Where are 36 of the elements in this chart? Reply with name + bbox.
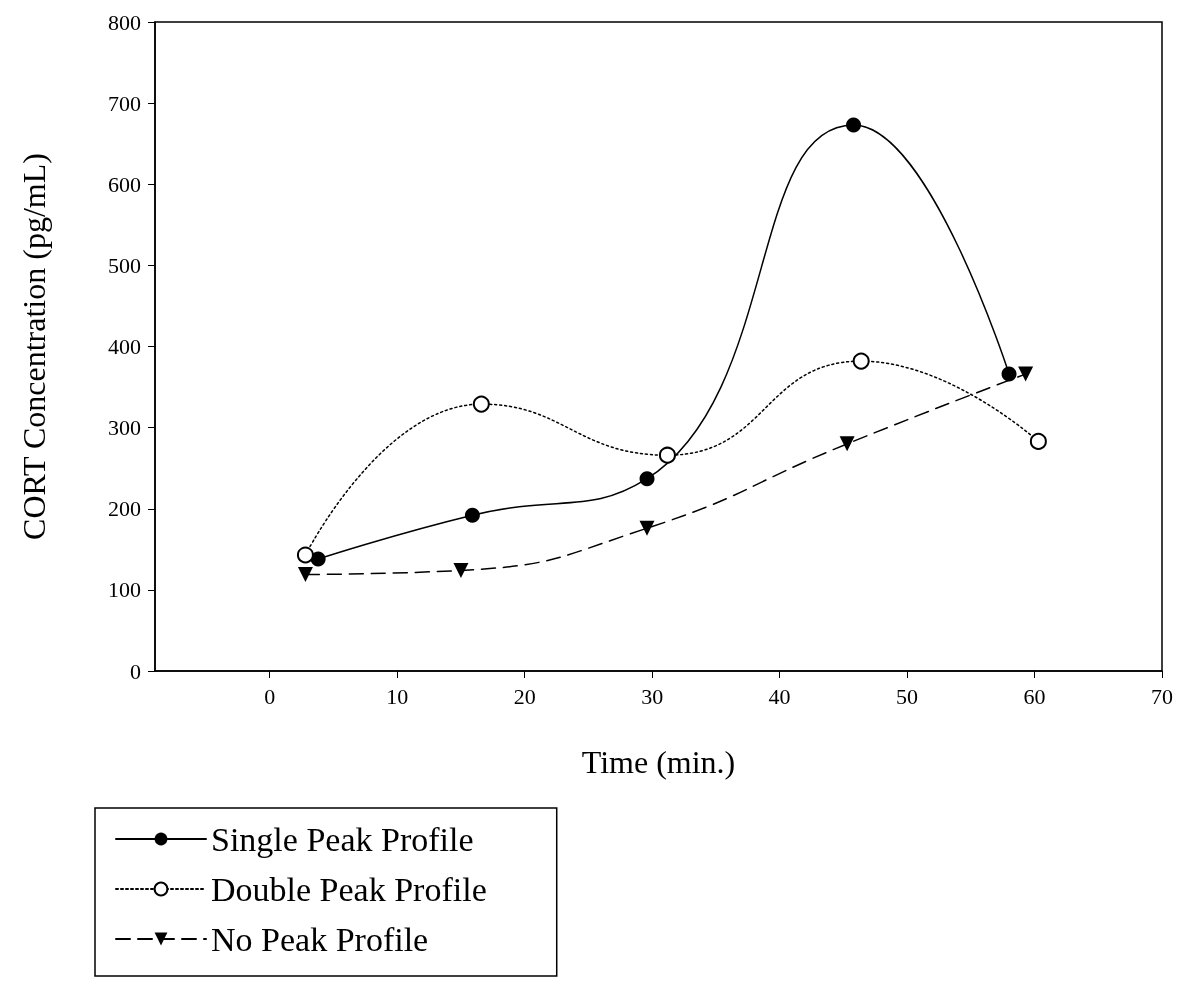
- y-tick-label: 0: [130, 658, 141, 684]
- x-tick-label: 10: [386, 683, 409, 709]
- point: [1001, 366, 1017, 382]
- y-tick-label: 300: [108, 415, 141, 441]
- y-tick-label: 400: [108, 334, 141, 359]
- point: [296, 546, 314, 564]
- point: [1018, 366, 1034, 382]
- x-tick-label: 50: [896, 683, 919, 709]
- point: [297, 566, 313, 582]
- point: [846, 117, 862, 133]
- y-tick-label: 500: [108, 252, 141, 278]
- y-tick-label: 100: [108, 577, 141, 603]
- point: [639, 520, 655, 536]
- point: [464, 507, 480, 523]
- point: [639, 471, 655, 487]
- y-tick-label: 600: [108, 171, 141, 197]
- y-tick-label: 700: [108, 90, 141, 116]
- x-axis-title: Time (min.): [581, 744, 736, 780]
- point: [453, 562, 469, 578]
- point: [658, 446, 676, 464]
- point: [852, 352, 870, 370]
- x-tick-label: 0: [264, 683, 276, 709]
- y-axis-title: CORT Concentration (pg/mL): [16, 153, 52, 540]
- legend-label: Single Peak Profile: [211, 820, 474, 858]
- x-tick-label: 30: [641, 683, 664, 709]
- legend-label: No Peak Profile: [211, 920, 429, 958]
- x-tick-label: 40: [768, 683, 791, 709]
- point: [472, 395, 490, 413]
- y-tick-label: 800: [108, 9, 141, 35]
- x-tick-label: 20: [513, 683, 536, 709]
- x-tick-label: 70: [1151, 683, 1173, 709]
- point: [839, 436, 855, 452]
- x-tick-label: 60: [1023, 683, 1046, 709]
- point: [1029, 432, 1047, 450]
- legend-label: Double Peak Profile: [211, 870, 487, 908]
- y-tick-label: 200: [108, 496, 141, 522]
